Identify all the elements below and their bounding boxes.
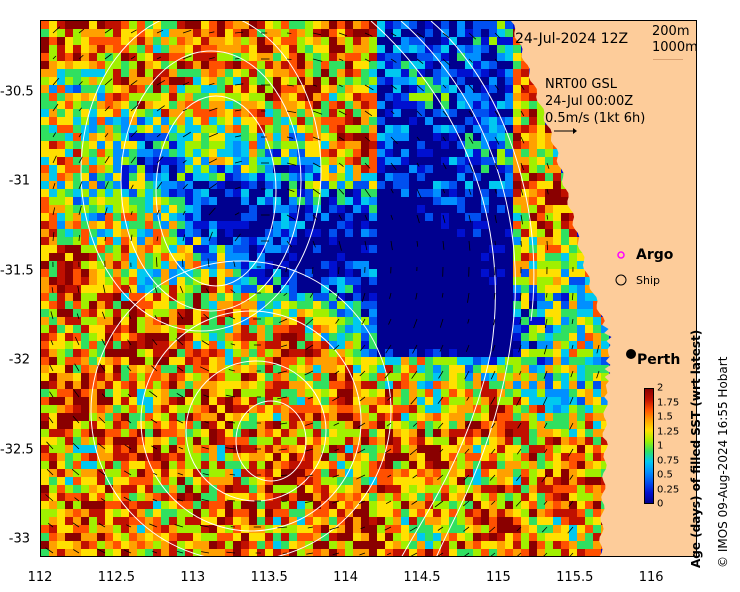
colorbar-tick-label: 2 [657, 382, 664, 394]
colorbar-tick-label: 0.75 [657, 455, 680, 466]
x-tick-label: 112.5 [97, 570, 135, 585]
colorbar-tick-label: 1.25 [657, 426, 680, 437]
current-time: 24-Jul 00:00Z [545, 94, 634, 109]
sea-level-contours [80, 21, 535, 556]
y-tick-label: -32 [8, 352, 30, 368]
colorbar-tick-label: 1.5 [657, 411, 673, 423]
city-label-perth: Perth [637, 352, 681, 368]
ship-marker-icon [615, 274, 627, 286]
y-tick-label: -31.5 [0, 263, 34, 279]
y-tick-label: -33 [8, 531, 30, 547]
x-tick-label: 114.5 [403, 570, 441, 585]
date-label: 24-Jul-2024 12Z [515, 31, 629, 47]
colorbar-title: Age (days) of filled SST (wrt latest) [689, 329, 703, 568]
depth-legend-line [653, 59, 683, 60]
x-tick-label: 112 [27, 570, 53, 585]
colorbar-tick-label: 0.25 [657, 484, 680, 495]
y-tick-label: -32.5 [0, 442, 34, 458]
x-tick-label: 116 [638, 570, 664, 585]
x-tick-label: 113 [180, 570, 206, 585]
x-tick-label: 115 [485, 570, 511, 585]
scale-arrow-icon [554, 128, 577, 134]
credit-label: © IMOS 09-Aug-2024 16:55 Hobart [716, 356, 730, 568]
argo-legend-label: Argo [636, 247, 674, 263]
sst-age-map: 24-Jul-2024 12Z 200m 1000m NRT00 GSL 24-… [40, 20, 697, 557]
depth-label-200m: 200m [652, 24, 690, 39]
colorbar-tick-label: 1 [657, 440, 664, 452]
current-scale: 0.5m/s (1kt 6h) [545, 111, 646, 126]
sst-age-field [41, 21, 696, 556]
depth-label-1000m: 1000m [652, 40, 697, 55]
y-tick-label: -31 [8, 173, 30, 189]
argo-marker-icon [617, 251, 625, 259]
perth-marker-icon [626, 349, 636, 359]
x-tick-label: 115.5 [556, 570, 594, 585]
y-tick-label: -30.5 [0, 84, 34, 100]
colorbar-tick-label: 0.5 [657, 469, 673, 481]
x-tick-label: 114 [333, 570, 358, 585]
ship-legend-label: Ship [636, 274, 660, 287]
x-tick-label: 113.5 [250, 570, 288, 585]
colorbar-tick-label: 0 [657, 498, 664, 510]
current-source: NRT00 GSL [545, 77, 617, 92]
colorbar [644, 388, 654, 504]
current-arrows [45, 26, 600, 556]
colorbar-tick-label: 1.75 [657, 397, 680, 408]
